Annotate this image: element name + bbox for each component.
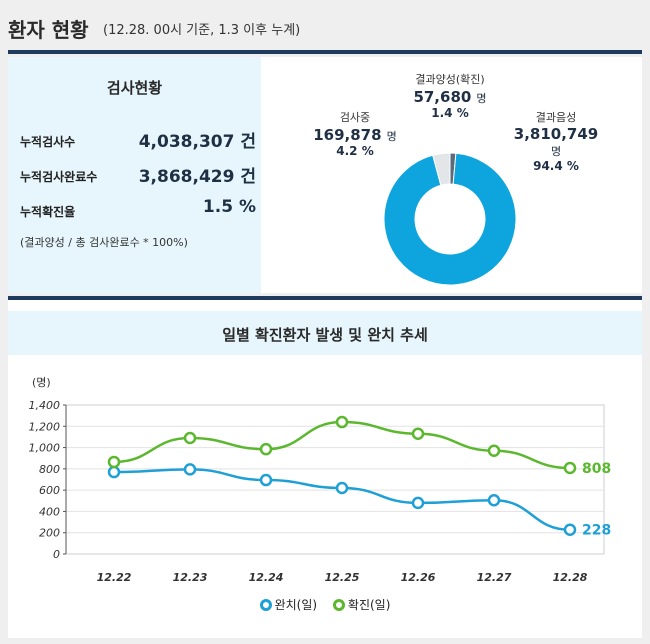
data-point (259, 473, 273, 487)
y-tick-label: 0 (53, 548, 60, 561)
test-stats-box: 검사현황 누적검사수 4,038,307 건 누적검사완료수 3,868,429… (8, 57, 261, 293)
negative-label: 결과음성 3,810,749 명 94.4 % (496, 109, 616, 173)
donut-slice-testing (432, 152, 451, 186)
y-axis-label: (명) (32, 376, 51, 389)
stat-value: 3,868,429 건 (138, 167, 256, 187)
donut-area: 결과양성(확진) 57,680 명 1.4 % 검사중 169,878 명 4.… (300, 57, 620, 293)
data-point (487, 494, 501, 507)
donut-slice-negative (383, 152, 517, 286)
positive-caption: 결과양성(확진) (415, 73, 485, 86)
chart-title-bar: 일별 확진환자 발생 및 완치 추세 (8, 311, 642, 355)
data-point (563, 461, 577, 475)
page-subtitle: (12.28. 00시 기준, 1.3 이후 누계) (103, 23, 301, 38)
chart-title: 일별 확진환자 발생 및 완치 추세 (222, 326, 428, 344)
testing-value: 169,878 (313, 126, 382, 144)
positive-pct: 1.4 % (431, 106, 469, 120)
stat-label: 누적검사수 (20, 135, 76, 149)
header: 환자 현황 (12.28. 00시 기준, 1.3 이후 누계) (0, 0, 650, 52)
legend-label: 완치(일) (274, 598, 318, 612)
testing-caption: 검사중 (339, 111, 371, 124)
x-tick-label: 12.27 (477, 571, 512, 584)
positive-unit: 명 (476, 92, 487, 105)
data-point (107, 455, 121, 469)
stat-row-positive-rate: 누적확진율 1.5 % (20, 197, 256, 221)
testing-pct: 4.2 % (336, 144, 374, 158)
stat-value: 4,038,307 건 (138, 132, 256, 152)
stat-row-total-tests: 누적검사수 4,038,307 건 (20, 127, 256, 152)
stats-note: (결과양성 / 총 검사완료수 * 100%) (20, 236, 188, 249)
testing-unit: 명 (386, 130, 397, 143)
stat-row-completed-tests: 누적검사완료수 3,868,429 건 (20, 162, 256, 187)
data-point (563, 523, 577, 536)
testing-label: 검사중 169,878 명 4.2 % (300, 109, 410, 158)
positive-label: 결과양성(확진) 57,680 명 1.4 % (390, 71, 510, 120)
negative-unit: 명 (550, 145, 562, 158)
negative-value: 3,810,749 (513, 125, 599, 143)
x-tick-label: 12.23 (173, 571, 208, 584)
legend-marker (332, 599, 345, 611)
y-tick-label: 800 (39, 463, 60, 476)
stat-value: 1.5 % (202, 197, 256, 217)
legend-item-confirmed: 확진(일) (332, 596, 391, 613)
data-point (259, 442, 273, 456)
data-point (411, 427, 425, 440)
donut-chart (383, 152, 517, 286)
data-point (411, 496, 425, 510)
data-point (487, 444, 501, 458)
series-line-0 (113, 468, 571, 531)
legend-marker (259, 599, 272, 611)
data-label: 228 (582, 523, 611, 539)
y-tick-label: 1,000 (29, 442, 61, 455)
y-tick-label: 1,400 (29, 399, 61, 412)
data-label: 808 (582, 461, 611, 477)
x-tick-label: 12.22 (97, 571, 132, 584)
stat-label: 누적확진율 (20, 205, 76, 219)
chart-divider (8, 296, 642, 300)
series-line-1 (113, 420, 571, 470)
x-tick-label: 12.24 (249, 571, 284, 584)
chart-legend: 완치(일) 확진(일) (0, 596, 650, 616)
legend-label: 확진(일) (347, 598, 391, 612)
data-point (335, 415, 349, 429)
data-point (107, 465, 121, 479)
x-tick-label: 12.25 (325, 571, 360, 584)
data-point (183, 431, 197, 445)
y-tick-label: 600 (39, 484, 60, 497)
x-tick-label: 12.28 (553, 571, 588, 584)
positive-value: 57,680 (413, 88, 472, 106)
y-tick-label: 400 (39, 505, 60, 518)
header-divider (8, 50, 642, 54)
legend-item-recovered: 완치(일) (259, 596, 318, 613)
page-title: 환자 현황 (8, 18, 89, 42)
data-point (183, 463, 197, 476)
y-tick-label: 200 (39, 527, 60, 540)
plot-frame (65, 404, 605, 555)
negative-pct: 94.4 % (533, 159, 579, 173)
negative-caption: 결과음성 (535, 111, 577, 124)
stats-title: 검사현황 (106, 79, 163, 97)
stat-label: 누적검사완료수 (20, 170, 98, 184)
y-tick-label: 1,200 (29, 420, 61, 433)
data-point (335, 481, 349, 495)
x-tick-label: 12.26 (401, 571, 436, 584)
